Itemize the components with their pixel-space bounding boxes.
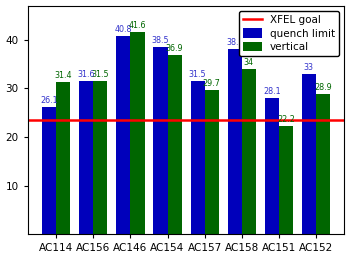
Bar <box>279 126 293 234</box>
Bar <box>42 107 56 234</box>
Text: 40.8: 40.8 <box>114 25 132 34</box>
Bar <box>265 98 279 234</box>
Text: 31.5: 31.5 <box>189 70 206 79</box>
Bar <box>153 47 168 234</box>
Text: 31.4: 31.4 <box>55 70 72 80</box>
Text: 28.9: 28.9 <box>314 83 332 92</box>
Bar <box>242 69 256 234</box>
Text: 38.5: 38.5 <box>152 36 169 45</box>
Bar <box>79 81 93 234</box>
Text: 31.5: 31.5 <box>92 70 109 79</box>
Text: 33: 33 <box>304 63 314 72</box>
Legend: XFEL goal, quench limit, vertical: XFEL goal, quench limit, vertical <box>239 11 339 56</box>
Text: 22.2: 22.2 <box>277 115 295 124</box>
Text: 29.7: 29.7 <box>203 79 220 88</box>
Bar <box>302 74 316 234</box>
Bar <box>116 36 131 234</box>
Bar <box>131 32 145 234</box>
Bar <box>228 49 242 234</box>
Text: 26.1: 26.1 <box>40 96 58 105</box>
XFEL goal <box>91 118 96 121</box>
XFEL goal <box>54 118 58 121</box>
Bar <box>56 82 70 234</box>
Text: 28.1: 28.1 <box>263 87 281 96</box>
Bar <box>190 81 205 234</box>
Bar <box>93 81 107 234</box>
Bar <box>316 94 330 234</box>
Text: 41.6: 41.6 <box>129 21 146 30</box>
Bar <box>205 90 219 234</box>
Text: 38.1: 38.1 <box>226 38 244 47</box>
Text: 34: 34 <box>244 58 254 67</box>
Text: 36.9: 36.9 <box>166 44 183 53</box>
Text: 31.6: 31.6 <box>77 70 95 78</box>
Bar <box>168 55 182 234</box>
